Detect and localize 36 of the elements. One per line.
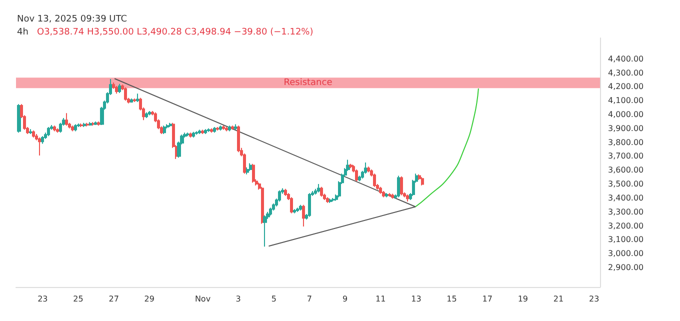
y-tick-label: 3,700.00	[608, 152, 644, 161]
x-tick-label: 11	[376, 294, 386, 304]
x-tick-label: 13	[411, 294, 422, 304]
x-tick-label: 21	[553, 294, 564, 304]
x-tick-label: 19	[518, 294, 528, 304]
x-tick-label: 15	[446, 294, 457, 304]
y-tick-label: 3,500.00	[608, 180, 644, 189]
x-tick-label: 23	[38, 294, 48, 304]
x-tick-label: 27	[108, 294, 119, 304]
x-tick-label: 3	[236, 294, 241, 304]
y-tick-label: 3,300.00	[608, 207, 644, 216]
y-tick-label: 3,000.00	[608, 249, 644, 258]
x-tick-label: 25	[73, 294, 84, 304]
x-tick-label: 5	[271, 294, 276, 304]
text: O3,538.74 H3,550.00 L3,490.28 C3,498.94 −39.80 (−1.12%)	[37, 28, 314, 38]
y-tick-label: 4,400.00	[608, 54, 644, 64]
x-tick-label: Nov	[194, 294, 211, 304]
y-tick-label: 4,300.00	[608, 68, 644, 78]
y-tick-label: 4,200.00	[608, 82, 644, 92]
y-tick-label: 3,800.00	[608, 138, 644, 147]
y-tick-label: 4,100.00	[608, 96, 644, 106]
x-tick-label: 23	[588, 294, 600, 304]
y-tick-label: 3,600.00	[608, 166, 644, 175]
y-tick-label: 2,900.00	[608, 263, 644, 272]
y-tick-label: 3,100.00	[608, 235, 644, 244]
y-tick-label: 3,200.00	[608, 221, 644, 230]
text: Nov 13, 2025 09:39 UTC	[17, 14, 128, 24]
chart-title: 4h	[17, 28, 28, 38]
x-tick-label: 29	[144, 294, 154, 304]
y-tick-label: 3,900.00	[608, 124, 644, 133]
x-tick-label: 9	[342, 294, 348, 304]
y-tick-label: 4,000.00	[608, 110, 644, 120]
band-label: Resistance	[284, 78, 333, 88]
x-tick-label: 7	[306, 294, 312, 304]
y-tick-label: 3,400.00	[608, 193, 644, 202]
x-tick-label: 17	[482, 294, 492, 304]
